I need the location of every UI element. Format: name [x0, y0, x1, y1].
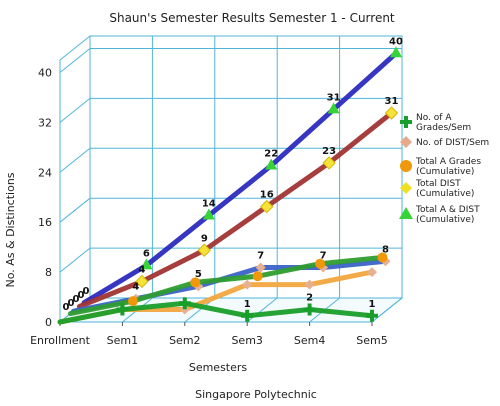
cross-marker [303, 303, 316, 316]
diamond-marker [242, 279, 253, 290]
x-tick-label: Sem1 [107, 334, 138, 347]
octagon-marker [190, 277, 201, 288]
data-label: 22 [264, 149, 278, 160]
chart-grid [58, 35, 404, 326]
data-label: 40 [389, 36, 403, 47]
y-axis-label: No. As & Distinctions [4, 172, 17, 287]
octagon-marker [127, 296, 138, 307]
x-tick-label: Sem3 [231, 334, 262, 347]
cross-marker [241, 309, 254, 322]
data-label: 7 [257, 251, 264, 262]
legend: No. of A Grades/Sem No. of DIST/Sem Total A… [399, 113, 489, 225]
data-label: 6 [143, 248, 150, 259]
y-tick-label: 0 [45, 316, 52, 329]
triangle-marker [265, 158, 278, 170]
data-label: 2 [306, 293, 313, 304]
x-tick-label: Enrollment [30, 334, 90, 347]
legend-triangle-icon [399, 207, 413, 219]
legend-label: Total DIST (Cumulative) [415, 179, 474, 199]
x-tick-label: Sem5 [356, 334, 387, 347]
y-grid-side [59, 48, 91, 73]
diamond-marker [384, 106, 399, 120]
y-tick-label: 40 [38, 66, 52, 79]
series-line [57, 300, 375, 325]
data-label: 0 [78, 290, 85, 301]
octagon-marker [377, 252, 388, 263]
cross-marker [178, 297, 191, 310]
data-label: 4 [138, 264, 145, 275]
legend-label: Total A Grades (Cumulative) [415, 157, 481, 177]
data-label: 8 [382, 244, 389, 255]
data-label: 7 [320, 251, 327, 262]
triangle-marker [140, 258, 153, 270]
data-label: 31 [327, 92, 341, 103]
x-grid-floor [246, 297, 278, 323]
data-label: 0 [63, 302, 70, 313]
data-label: 0 [83, 286, 90, 297]
y-tick-label: 24 [38, 166, 52, 179]
y-grid-side [59, 197, 91, 223]
series-lines [57, 46, 402, 325]
x-axis-label: Semesters [189, 361, 248, 374]
y-grid-side [59, 247, 91, 273]
legend-diamond-icon [400, 182, 412, 194]
diamond-marker [304, 279, 315, 290]
legend-label: Total A & DIST (Cumulative) [415, 205, 480, 225]
series-line [77, 110, 394, 309]
legend-octagon-icon [400, 160, 412, 172]
cross-marker [116, 303, 129, 316]
y-tick-label: 8 [45, 266, 52, 279]
legend-cross-icon [400, 116, 412, 128]
cross-marker [366, 309, 378, 322]
data-label: 23 [322, 146, 336, 157]
x-tick-label: Sem2 [169, 334, 200, 347]
diamond-marker [135, 274, 149, 289]
octagon-marker [315, 258, 326, 269]
back-wall [89, 35, 403, 299]
legend-label: No. of A Grades/Sem [416, 113, 471, 133]
data-label: 1 [244, 299, 251, 310]
series-line [81, 50, 399, 306]
data-label: 9 [201, 233, 208, 244]
x-axis-ticks: Enrollment Sem1 Sem2 Sem3 Sem4 Sem5 [30, 334, 388, 347]
triangle-marker [327, 102, 340, 114]
left-wall-top-edge [59, 35, 91, 61]
octagon-marker [252, 271, 263, 282]
data-label: 14 [202, 198, 216, 209]
data-label: 0 [73, 294, 80, 305]
triangle-marker [390, 46, 402, 58]
footer-text: Singapore Polytechnic [195, 388, 317, 401]
data-label: 4 [132, 282, 139, 293]
y-tick-label: 32 [38, 116, 52, 129]
y-tick-label: 16 [38, 216, 52, 229]
diamond-marker [259, 199, 274, 214]
data-label: 31 [385, 96, 399, 107]
diamond-marker [322, 156, 336, 170]
legend-label: No. of DIST/Sem [416, 138, 489, 148]
diamond-marker [179, 304, 190, 315]
diamond-marker [197, 243, 212, 257]
y-grid-side [59, 97, 91, 123]
data-label: 16 [260, 190, 274, 201]
chart-title: Shaun's Semester Results Semester 1 - Cu… [109, 11, 395, 25]
y-grid-side [59, 147, 91, 173]
data-label: 5 [195, 269, 202, 280]
diamond-marker [367, 267, 377, 278]
series-line [68, 254, 385, 317]
x-tick-label: Sem4 [294, 334, 325, 347]
data-label: 1 [369, 299, 376, 310]
diamond-marker [255, 262, 266, 273]
x-grid-floor [371, 297, 403, 323]
legend-diamond-icon [400, 136, 412, 148]
y-axis-ticks: 0 8 16 24 32 40 [38, 66, 52, 329]
data-label: 0 [68, 298, 75, 309]
triangle-marker [202, 208, 215, 220]
